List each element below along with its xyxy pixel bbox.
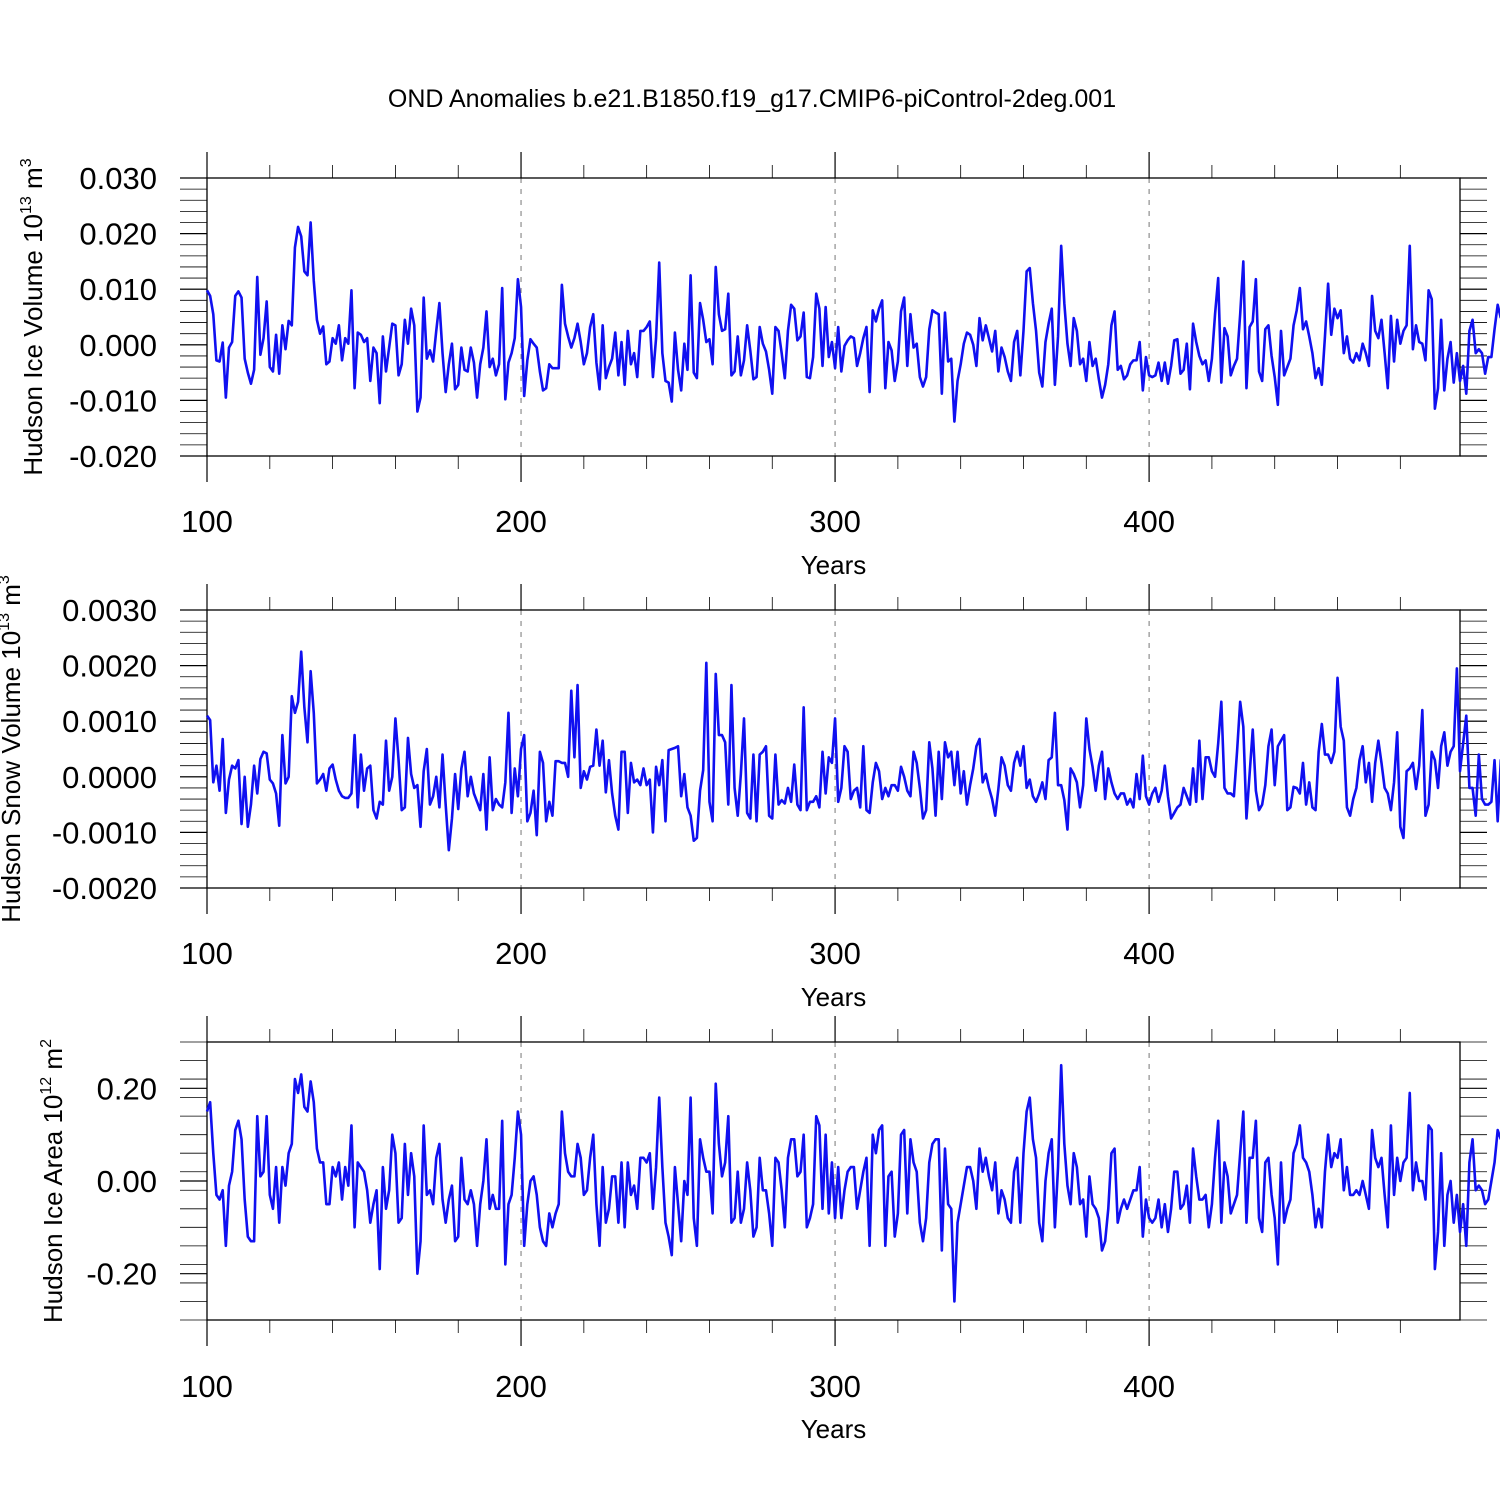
y-axis-title: Hudson Ice Volume 1013 m3 <box>18 158 48 475</box>
y-tick-label: 0.0000 <box>62 760 157 795</box>
y-tick-label: 0.020 <box>79 217 157 252</box>
y-tick-label: -0.20 <box>86 1257 157 1292</box>
plot-frame <box>206 1041 1461 1321</box>
y-tick-label: 0.030 <box>79 161 157 196</box>
y-tick-label: 0.0010 <box>62 704 157 739</box>
panel-snow-volume: -0.0020 -0.0010 0.0000 0.0010 0.0020 0.0030 10… <box>0 575 1500 1012</box>
y-axis-title: Hudson Snow Volume 1013 m3 <box>0 575 26 923</box>
figure-title: OND Anomalies b.e21.B1850.f19_g17.CMIP6-… <box>388 85 1116 113</box>
x-tick-label: 400 <box>1123 936 1175 971</box>
x-tick-label: 400 <box>1123 504 1175 539</box>
y-tick-label: -0.0020 <box>52 871 157 906</box>
y-tick-label: 0.20 <box>97 1071 157 1106</box>
x-tick-label: 400 <box>1123 1369 1175 1404</box>
x-tick-label: 100 <box>181 504 233 539</box>
panel-ice-volume: -0.020 -0.010 0.000 0.010 0.020 0.030 100 200 30… <box>18 152 1500 580</box>
series-line <box>205 221 1500 423</box>
panel-ice-area: -0.20 0.00 0.20 100 200 300 400 Years Hudson Ice… <box>38 1016 1500 1444</box>
x-tick-label: 300 <box>809 504 861 539</box>
y-tick-label: 0.0030 <box>62 593 157 628</box>
x-axis-title: Years <box>801 982 867 1012</box>
x-tick-label: 100 <box>181 1369 233 1404</box>
x-tick-label: 100 <box>181 936 233 971</box>
x-tick-label: 200 <box>495 936 547 971</box>
y-tick-label: 0.000 <box>79 328 157 363</box>
y-axis-title: Hudson Ice Area 1012 m2 <box>38 1039 68 1323</box>
y-tick-label: -0.010 <box>69 383 157 418</box>
x-axis-title: Years <box>801 550 867 580</box>
series-line <box>205 1063 1500 1303</box>
x-tick-label: 200 <box>495 1369 547 1404</box>
y-tick-label: -0.020 <box>69 439 157 474</box>
y-tick-label: 0.010 <box>79 272 157 307</box>
series-line <box>205 650 1500 852</box>
y-tick-label: -0.0010 <box>52 815 157 850</box>
x-tick-label: 300 <box>809 936 861 971</box>
x-axis-title: Years <box>801 1414 867 1444</box>
plot-frame <box>206 177 1461 457</box>
y-tick-label: 0.00 <box>97 1164 157 1199</box>
x-tick-label: 200 <box>495 504 547 539</box>
x-tick-label: 300 <box>809 1369 861 1404</box>
y-tick-label: 0.0020 <box>62 649 157 684</box>
